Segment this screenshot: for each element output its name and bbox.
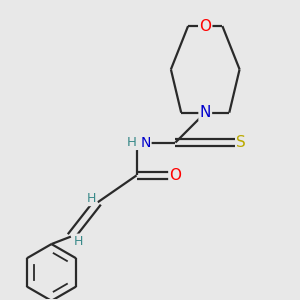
Text: H: H bbox=[74, 235, 83, 248]
Text: H: H bbox=[87, 192, 96, 205]
Text: N: N bbox=[140, 136, 151, 149]
Text: N: N bbox=[200, 105, 211, 120]
Text: H: H bbox=[127, 136, 136, 149]
Text: S: S bbox=[236, 135, 246, 150]
Text: O: O bbox=[199, 19, 211, 34]
Text: O: O bbox=[169, 168, 181, 183]
